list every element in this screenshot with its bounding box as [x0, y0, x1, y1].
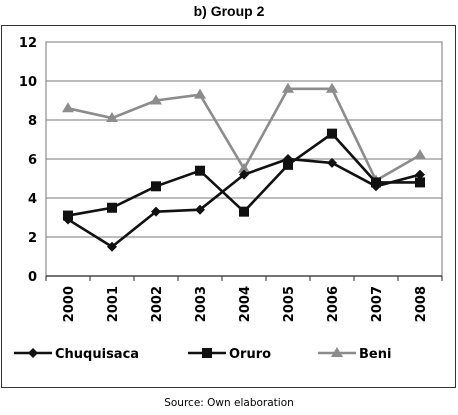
source-note: Source: Own elaboration	[164, 397, 294, 409]
x-tick-label: 2005	[282, 286, 297, 322]
square-marker	[415, 177, 425, 188]
y-tick-label: 10	[19, 75, 37, 90]
legend-label: Beni	[359, 347, 391, 362]
square-marker	[202, 348, 212, 358]
triangle-marker	[194, 88, 206, 99]
legend-label: Chuquisaca	[55, 347, 139, 362]
y-tick-label: 4	[28, 192, 37, 207]
y-tick-label: 8	[28, 114, 37, 129]
triangle-marker	[106, 112, 118, 123]
line-chart: 0 2 4 6 8 10 12 2000 2001 2002 2003 2004 2005 2006 200…	[1, 25, 456, 388]
x-tick-label: 2006	[326, 286, 341, 322]
triangle-marker	[150, 94, 162, 105]
square-marker	[371, 177, 381, 188]
x-tick-label: 2003	[194, 286, 209, 322]
square-marker	[195, 165, 205, 176]
x-tick-label: 2000	[62, 286, 77, 322]
x-tick-label: 2001	[106, 286, 121, 322]
square-marker	[63, 210, 73, 221]
triangle-marker	[282, 82, 294, 93]
square-marker	[239, 206, 249, 217]
series-layer	[62, 82, 426, 252]
legend-label: Oruro	[229, 347, 271, 362]
triangle-marker	[331, 347, 343, 357]
square-marker	[283, 159, 293, 170]
x-tick-label: 2002	[150, 286, 165, 322]
axes: 0 2 4 6 8 10 12 2000 2001 2002 2003 2004 2005 2006 200…	[19, 36, 443, 322]
chart-frame	[1, 25, 456, 388]
legend-item-beni: Beni	[318, 347, 391, 362]
diamond-marker	[151, 206, 161, 217]
series-beni	[62, 82, 426, 185]
triangle-marker	[414, 149, 426, 160]
legend-item-oruro: Oruro	[188, 347, 271, 362]
legend-item-chuquisaca: Chuquisaca	[14, 347, 139, 362]
chart-title: b) Group 2	[193, 3, 265, 19]
x-tick-label: 2007	[370, 286, 385, 322]
y-tick-label: 12	[19, 36, 37, 51]
series-oruro	[63, 128, 425, 221]
triangle-marker	[326, 82, 338, 93]
triangle-marker	[238, 162, 250, 173]
triangle-marker	[62, 102, 74, 113]
x-tick-label: 2008	[414, 286, 429, 322]
y-tick-label: 0	[28, 270, 37, 285]
diamond-marker	[107, 241, 117, 252]
diamond-marker	[239, 169, 249, 180]
diamond-marker	[327, 157, 337, 168]
diamond-marker	[415, 169, 425, 180]
y-tick-label: 6	[28, 153, 37, 168]
y-tick-label: 2	[28, 231, 37, 246]
legend: Chuquisaca Oruro Beni	[14, 347, 391, 362]
square-marker	[327, 128, 337, 139]
diamond-marker	[28, 348, 38, 358]
x-tick-label: 2004	[238, 286, 253, 322]
square-marker	[107, 202, 117, 213]
square-marker	[151, 181, 161, 192]
diamond-marker	[195, 204, 205, 215]
